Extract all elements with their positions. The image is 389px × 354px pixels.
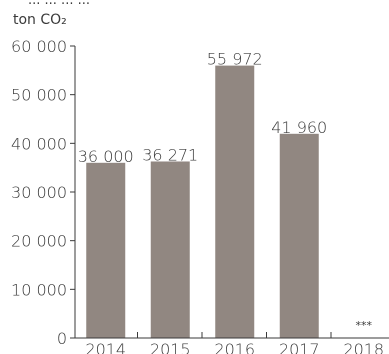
value-label-2017: 41 960 [271,118,327,137]
y-tick-label: 0 [57,329,67,348]
y-axis: 0 10 000 20 000 30 000 40 000 50 000 60 000 [11,37,76,348]
y-tick-label: 60 000 [11,37,67,56]
x-tick-label-2018: 2018 [343,340,384,354]
x-tick-label-2017: 2017 [279,340,320,354]
value-label-2018: *** [356,319,373,332]
value-labels: 36 000 36 271 55 972 41 960 *** [78,50,373,332]
x-tick-label-2016: 2016 [214,340,255,354]
bars [86,65,319,338]
x-tick-label-2015: 2015 [150,340,191,354]
x-tick-label-2014: 2014 [85,340,126,354]
y-tick-label: 40 000 [11,134,67,153]
y-tick-label: 50 000 [11,86,67,105]
value-label-2015: 36 271 [142,145,198,164]
y-tick-label: 20 000 [11,232,67,251]
y-axis-unit-label: ton CO₂ [13,12,67,28]
bar-2015 [150,161,190,338]
bar-2016 [215,65,255,338]
bar-2017 [279,133,319,338]
bar-2014 [86,162,126,338]
value-label-2016: 55 972 [207,50,263,69]
value-label-2014: 36 000 [78,147,134,166]
y-tick-label: 10 000 [11,280,67,299]
y-tick-label: 30 000 [11,183,67,202]
x-axis: 2014 2015 2016 2017 2018 [75,332,389,354]
chart-title-fragment: ... ... ... ... [28,0,90,8]
